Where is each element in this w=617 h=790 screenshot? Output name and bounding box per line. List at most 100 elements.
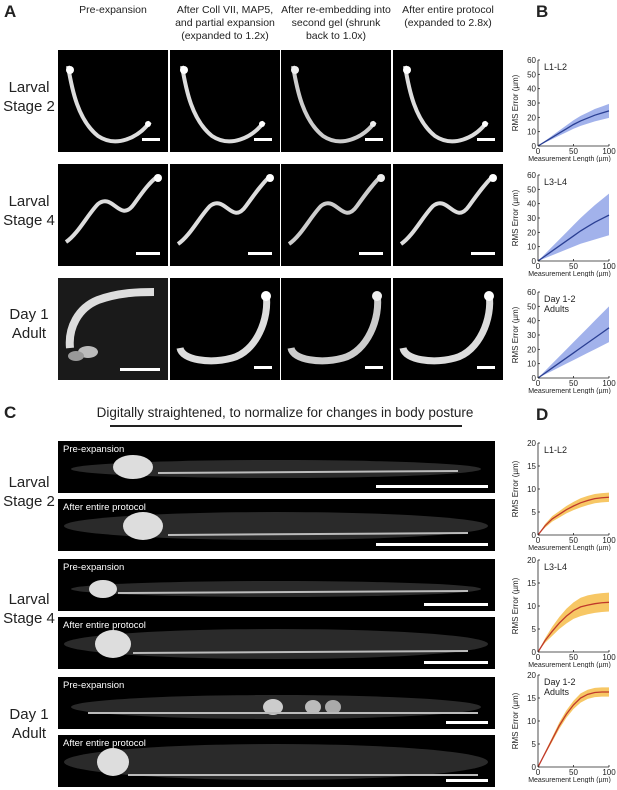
x-tick-label: 100 <box>602 653 616 662</box>
scale-bar <box>471 252 495 255</box>
y-tick-label: 0 <box>532 763 537 772</box>
micrograph-l4-pre-expansion <box>58 164 168 266</box>
scale-bar <box>446 779 488 782</box>
confidence-band <box>538 492 609 535</box>
x-tick-label: 100 <box>602 768 616 777</box>
column-header-pre-expansion: Pre-expansion <box>79 4 147 16</box>
y-tick-label: 60 <box>527 171 536 180</box>
scale-bar <box>376 485 488 488</box>
micrograph-l2-partial-expansion <box>170 50 280 152</box>
panel-label-d: D <box>536 405 549 424</box>
chart-annotation: L1-L2 <box>544 62 567 72</box>
y-tick-label: 50 <box>527 302 536 311</box>
confidence-band <box>538 306 609 378</box>
straightened-l2-after-protocol: After entire protocol <box>58 499 495 551</box>
y-tick-label: 10 <box>527 717 536 726</box>
y-tick-label: 10 <box>527 485 536 494</box>
scale-bar <box>477 366 495 369</box>
scale-bar <box>120 368 160 371</box>
mean-line <box>537 110 610 147</box>
y-axis-label: RMS Error (µm) <box>511 692 520 749</box>
panel-label-c: C <box>4 403 17 422</box>
chart-annotation: L1-L2 <box>544 445 567 455</box>
panel-c-title: Digitally straightened, to normalize for… <box>96 405 474 420</box>
y-tick-label: 0 <box>532 257 537 266</box>
confidence-band <box>538 592 609 652</box>
y-tick-label: 20 <box>527 671 536 680</box>
y-tick-label: 0 <box>532 374 537 383</box>
y-tick-label: 30 <box>527 331 536 340</box>
x-axis-label: Measurement Length (µm) <box>528 662 611 668</box>
x-axis-label: Measurement Length (µm) <box>528 777 611 783</box>
y-tick-label: 5 <box>532 740 537 749</box>
x-tick-label: 50 <box>569 653 578 662</box>
y-tick-label: 20 <box>527 439 536 448</box>
x-tick-label: 100 <box>602 147 616 156</box>
chart-annotation: Adults <box>544 304 570 314</box>
y-axis-label: RMS Error (µm) <box>511 74 520 131</box>
row-label-day-1-adult: Day 1 Adult <box>9 306 49 342</box>
chart-annotation: L3-L4 <box>544 177 567 187</box>
chart-annotation: Day 1-2 <box>544 294 576 304</box>
scale-bar <box>424 603 488 606</box>
chart-annotation: Adults <box>544 687 570 697</box>
y-tick-label: 15 <box>527 694 536 703</box>
straightened-l4-after-protocol: After entire protocol <box>58 617 495 669</box>
row-label-day-1-adult-c: Day 1 Adult <box>9 706 49 742</box>
image-label: Pre-expansion <box>63 444 125 455</box>
y-tick-label: 20 <box>527 113 536 122</box>
confidence-band <box>538 193 609 261</box>
row-label-larval-stage-4-c: Larval Stage 4 <box>3 591 55 627</box>
x-tick-label: 100 <box>602 379 616 388</box>
micrograph-adult-entire-protocol <box>393 278 503 380</box>
y-tick-label: 50 <box>527 70 536 79</box>
column-header-entire-protocol: After entire protocol (expanded to 2.8x) <box>402 4 494 29</box>
x-tick-label: 100 <box>602 536 616 545</box>
x-tick-label: 0 <box>536 147 541 156</box>
y-tick-label: 15 <box>527 579 536 588</box>
x-tick-label: 0 <box>536 262 541 271</box>
mean-line <box>537 214 610 262</box>
column-header-partial-expansion: After Coll VII, MAP5, and partial expans… <box>175 4 275 42</box>
confidence-band <box>538 687 609 767</box>
y-tick-label: 40 <box>527 200 536 209</box>
scale-bar <box>477 138 495 141</box>
x-axis-label: Measurement Length (µm) <box>528 545 611 551</box>
micrograph-l2-re-embedding <box>281 50 391 152</box>
x-tick-label: 50 <box>569 768 578 777</box>
micrograph-l2-pre-expansion <box>58 50 168 152</box>
x-axis-label: Measurement Length (µm) <box>528 271 611 277</box>
mean-line <box>537 691 609 768</box>
x-tick-label: 0 <box>536 768 541 777</box>
micrograph-adult-pre-expansion <box>58 278 168 380</box>
scale-bar <box>446 721 488 724</box>
micrograph-l4-re-embedding <box>281 164 391 266</box>
y-tick-label: 20 <box>527 345 536 354</box>
straightened-l4-pre-expansion: Pre-expansion <box>58 559 495 611</box>
x-tick-label: 0 <box>536 379 541 388</box>
y-axis-label: RMS Error (µm) <box>511 577 520 634</box>
y-tick-label: 10 <box>527 602 536 611</box>
panel-label-a: A <box>4 2 17 21</box>
scale-bar <box>136 252 160 255</box>
y-tick-label: 5 <box>532 625 537 634</box>
y-tick-label: 40 <box>527 317 536 326</box>
micrograph-adult-partial-expansion <box>170 278 280 380</box>
x-tick-label: 50 <box>569 379 578 388</box>
y-tick-label: 5 <box>532 508 537 517</box>
image-label: After entire protocol <box>63 620 146 631</box>
image-label: Pre-expansion <box>63 680 125 691</box>
scale-bar <box>376 543 488 546</box>
straightened-l2-pre-expansion: Pre-expansion <box>58 441 495 493</box>
y-axis-label: RMS Error (µm) <box>511 460 520 517</box>
scale-bar <box>359 252 383 255</box>
y-tick-label: 30 <box>527 99 536 108</box>
y-tick-label: 30 <box>527 214 536 223</box>
chart-annotation: Day 1-2 <box>544 677 576 687</box>
scale-bar <box>365 366 383 369</box>
y-tick-label: 15 <box>527 462 536 471</box>
